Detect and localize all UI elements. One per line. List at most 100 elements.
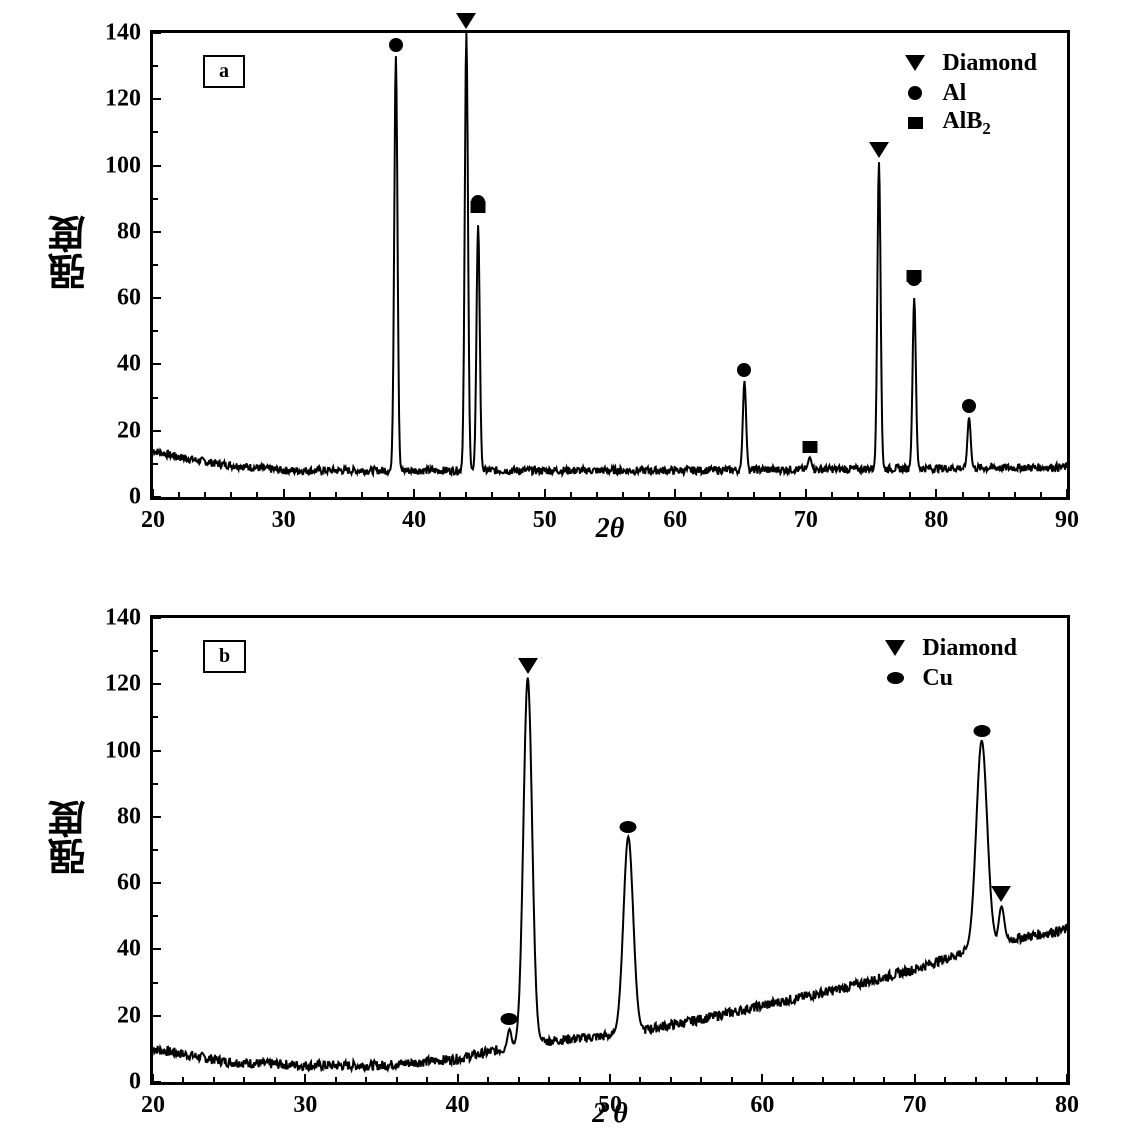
ytick-minor bbox=[153, 915, 158, 917]
xtick-minor bbox=[779, 492, 781, 497]
peak-marker bbox=[471, 195, 485, 209]
ytick-minor bbox=[153, 783, 158, 785]
xtick bbox=[152, 1074, 154, 1082]
legend-item: Diamond bbox=[902, 48, 1037, 78]
xtick-minor bbox=[700, 492, 702, 497]
xtick-minor bbox=[1005, 1077, 1007, 1082]
xtick-minor bbox=[439, 492, 441, 497]
ylabel-a: 强度 bbox=[43, 215, 98, 291]
legend-item: Al bbox=[902, 78, 1037, 108]
ytick-minor bbox=[153, 330, 158, 332]
ytick-label: 20 bbox=[117, 417, 141, 444]
legend-item: AlB2 bbox=[902, 108, 1037, 138]
xtick-minor bbox=[792, 1077, 794, 1082]
xtick-label: 60 bbox=[750, 1092, 774, 1119]
inset-label-a: a bbox=[203, 55, 245, 88]
xtick bbox=[914, 1074, 916, 1082]
xtick bbox=[283, 489, 285, 497]
legend-item: Diamond bbox=[882, 633, 1017, 663]
xtick bbox=[544, 489, 546, 497]
xtick-minor bbox=[857, 492, 859, 497]
peak-marker bbox=[907, 270, 922, 282]
legend-a: Diamond AlAlB2 bbox=[902, 48, 1037, 138]
legend-marker-icon bbox=[902, 117, 928, 129]
ylabel-b: 强度 bbox=[43, 800, 98, 876]
xtick-minor bbox=[988, 492, 990, 497]
xtick-minor bbox=[1014, 492, 1016, 497]
xtick-label: 20 bbox=[141, 507, 165, 534]
xtick-minor bbox=[700, 1077, 702, 1082]
xtick-minor bbox=[365, 1077, 367, 1082]
xtick-minor bbox=[822, 1077, 824, 1082]
xtick-minor bbox=[753, 492, 755, 497]
xtick-label: 20 bbox=[141, 1092, 165, 1119]
ytick-label: 60 bbox=[117, 285, 141, 312]
xtick-minor bbox=[975, 1077, 977, 1082]
xlabel-a: 2θ bbox=[596, 513, 625, 545]
ytick-label: 100 bbox=[105, 737, 141, 764]
xtick-label: 30 bbox=[272, 507, 296, 534]
xtick-minor bbox=[178, 492, 180, 497]
legend-marker-icon bbox=[882, 640, 908, 656]
chart-panel-a: 强度 2θ a DiamondAlAlB2 020406080100120140… bbox=[150, 30, 1070, 500]
ytick bbox=[153, 750, 161, 752]
ytick bbox=[153, 1015, 161, 1017]
xtick-label: 50 bbox=[598, 1092, 622, 1119]
xtick-minor bbox=[579, 1077, 581, 1082]
ytick-label: 100 bbox=[105, 152, 141, 179]
ytick-label: 120 bbox=[105, 671, 141, 698]
peak-marker bbox=[501, 1013, 518, 1025]
ytick-minor bbox=[153, 849, 158, 851]
xtick-minor bbox=[387, 492, 389, 497]
xtick-minor bbox=[309, 492, 311, 497]
ytick bbox=[153, 430, 161, 432]
legend-item: Cu bbox=[882, 663, 1017, 693]
ytick-label: 80 bbox=[117, 803, 141, 830]
ytick-label: 40 bbox=[117, 936, 141, 963]
xtick-minor bbox=[335, 1077, 337, 1082]
xtick-label: 50 bbox=[533, 507, 557, 534]
ytick bbox=[153, 363, 161, 365]
xtick bbox=[609, 1074, 611, 1082]
legend-label: Cu bbox=[922, 665, 953, 692]
xtick-minor bbox=[335, 492, 337, 497]
legend-label: Al bbox=[942, 80, 966, 107]
ytick-minor bbox=[153, 131, 158, 133]
ytick bbox=[153, 32, 161, 34]
ytick bbox=[153, 496, 161, 498]
peak-marker bbox=[389, 38, 403, 52]
xtick-minor bbox=[853, 1077, 855, 1082]
xtick-minor bbox=[883, 492, 885, 497]
peak-marker bbox=[620, 821, 637, 833]
xtick bbox=[457, 1074, 459, 1082]
xtick-minor bbox=[204, 492, 206, 497]
xtick bbox=[152, 489, 154, 497]
xtick-minor bbox=[727, 492, 729, 497]
peak-marker bbox=[737, 363, 751, 377]
xtick-minor bbox=[256, 492, 258, 497]
legend-label: Diamond bbox=[922, 635, 1017, 662]
xtick-label: 70 bbox=[794, 507, 818, 534]
ytick-minor bbox=[153, 716, 158, 718]
xtick-label: 40 bbox=[446, 1092, 470, 1119]
ytick-minor bbox=[153, 65, 158, 67]
xtick bbox=[1066, 489, 1068, 497]
ytick-minor bbox=[153, 198, 158, 200]
ytick-label: 40 bbox=[117, 351, 141, 378]
xtick-minor bbox=[426, 1077, 428, 1082]
legend-label: Diamond bbox=[942, 50, 1037, 77]
xtick-minor bbox=[213, 1077, 215, 1082]
xtick-minor bbox=[909, 492, 911, 497]
xtick-minor bbox=[962, 492, 964, 497]
xtick bbox=[935, 489, 937, 497]
ytick bbox=[153, 683, 161, 685]
peak-marker bbox=[869, 142, 889, 158]
peak-marker bbox=[962, 399, 976, 413]
ytick-label: 60 bbox=[117, 870, 141, 897]
ytick-minor bbox=[153, 650, 158, 652]
ytick bbox=[153, 1081, 161, 1083]
xtick bbox=[761, 1074, 763, 1082]
ytick bbox=[153, 617, 161, 619]
xtick-label: 80 bbox=[1055, 1092, 1079, 1119]
ytick-minor bbox=[153, 1048, 158, 1050]
